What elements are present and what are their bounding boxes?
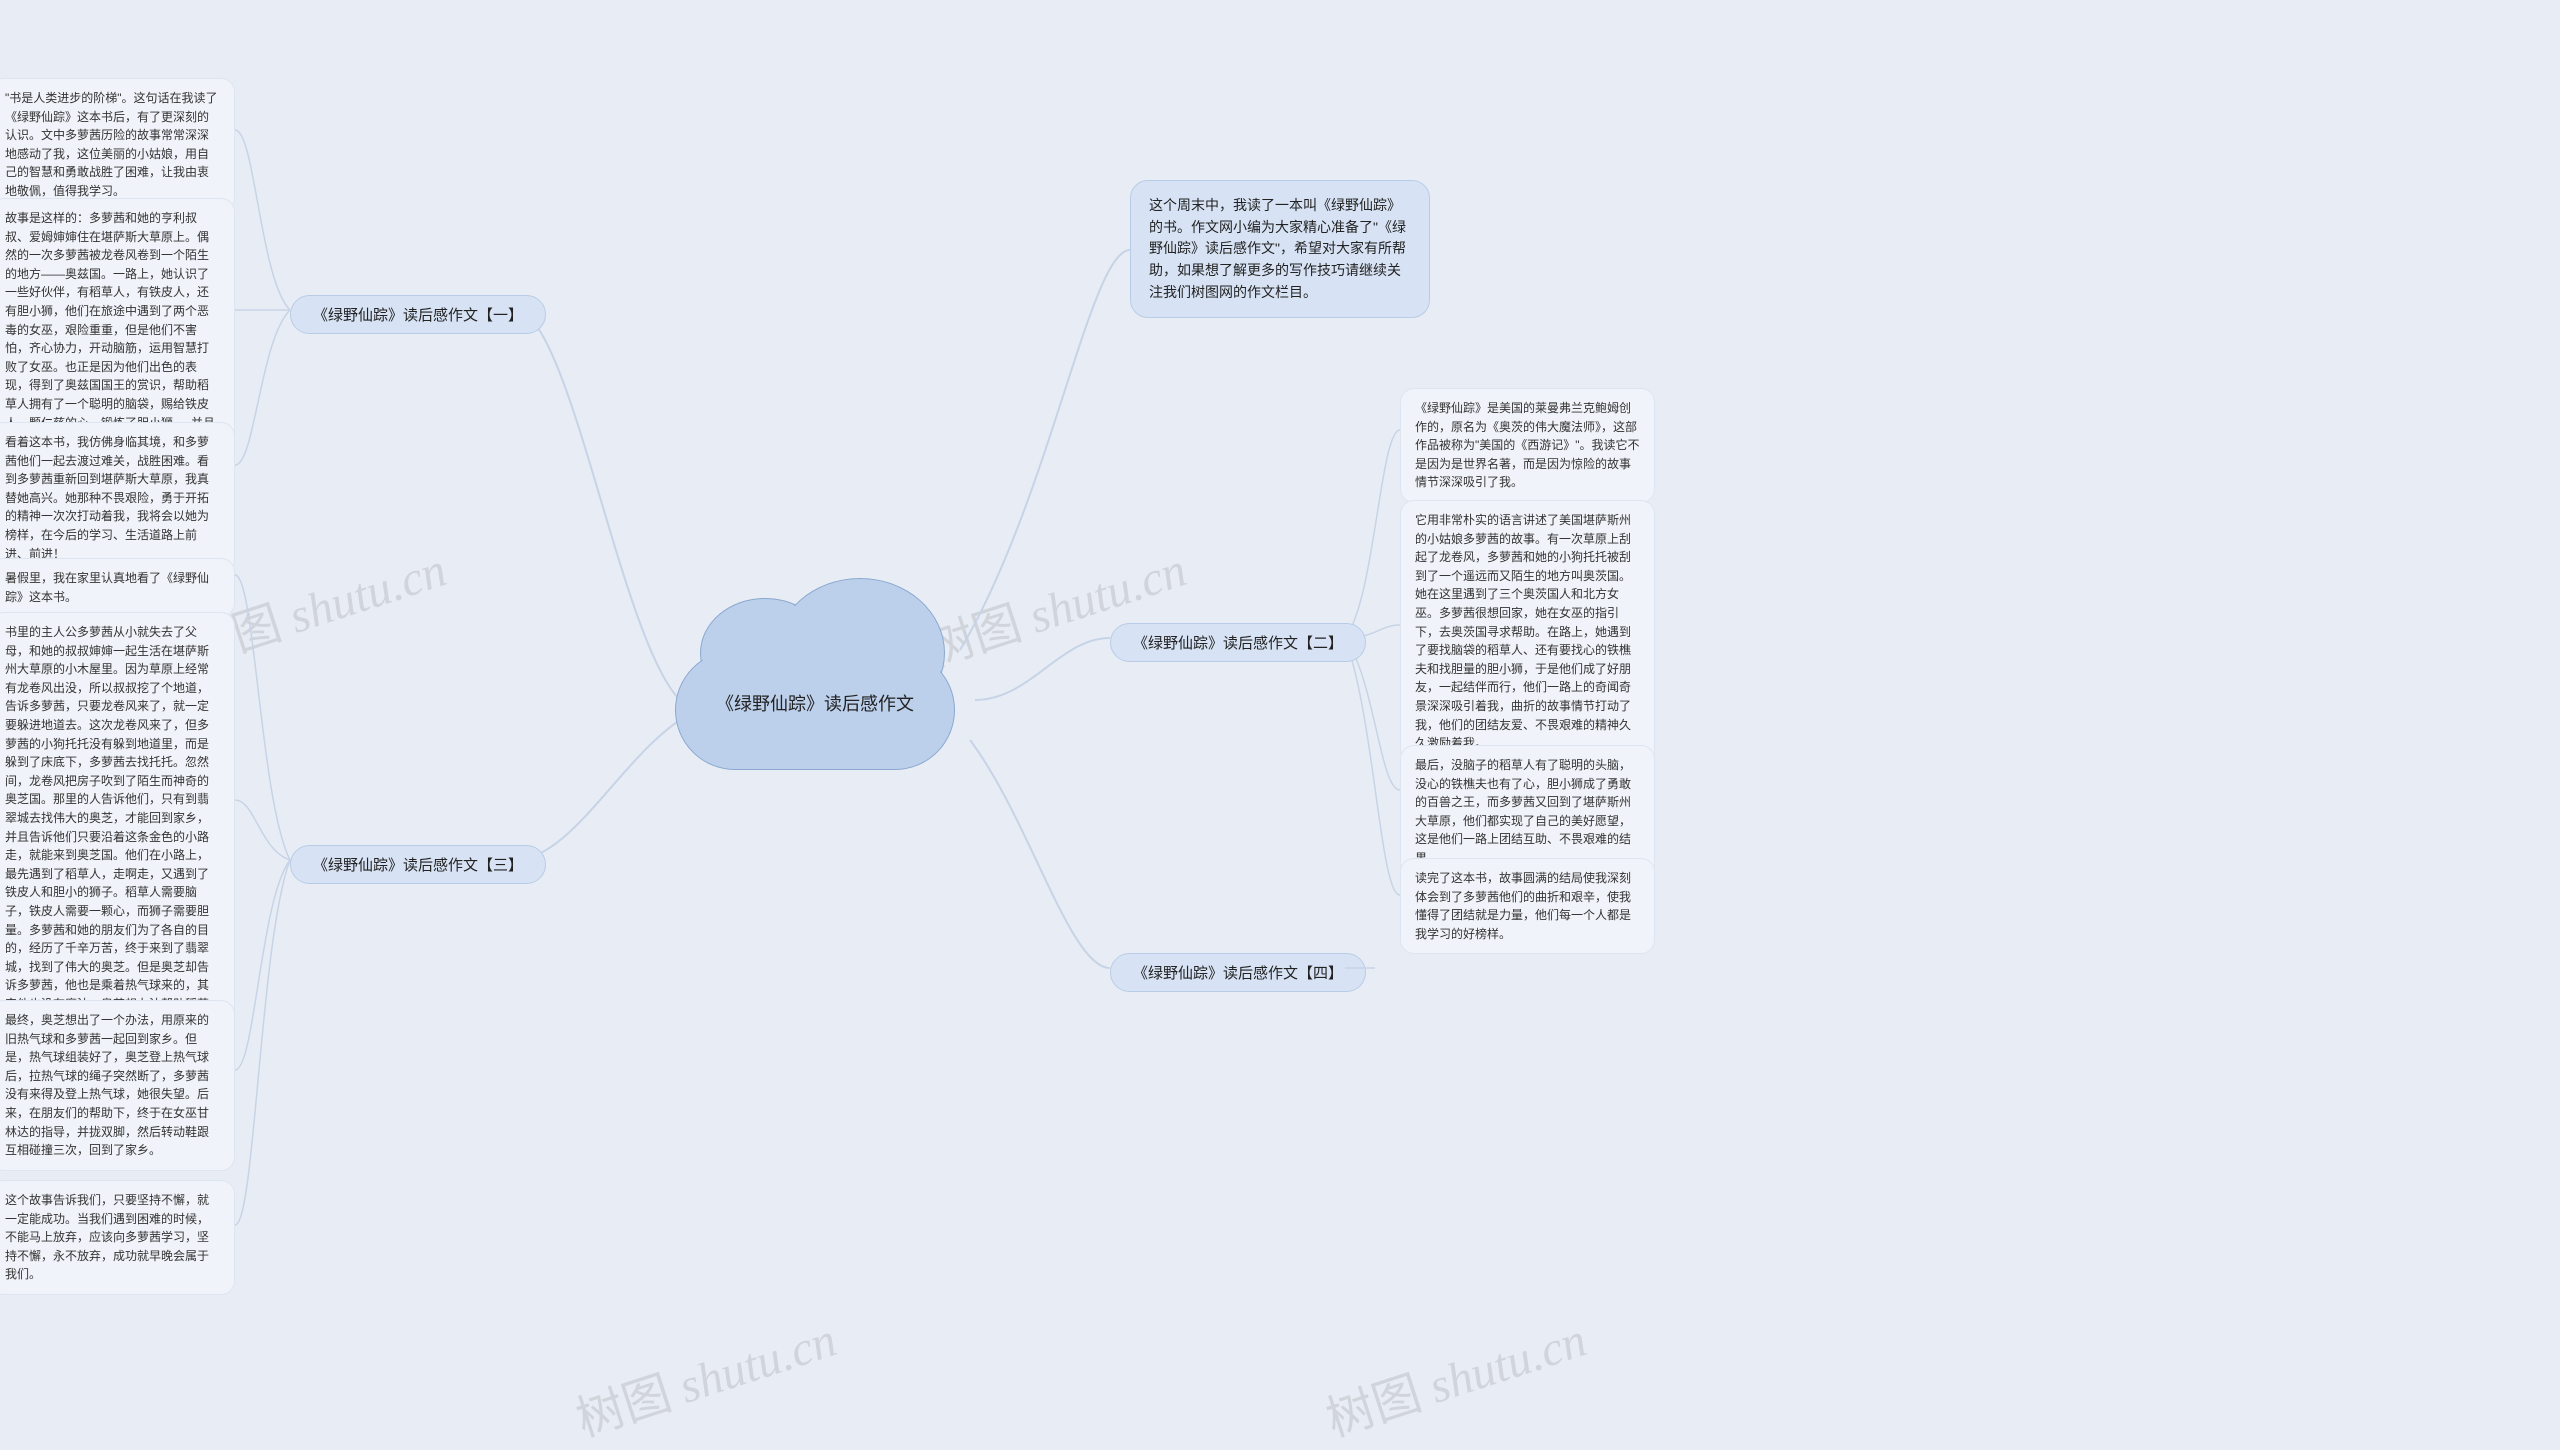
watermark: 树图 shutu.cn: [1316, 1300, 1594, 1450]
root-title: 《绿野仙踪》读后感作文: [645, 690, 985, 716]
branch-title: 《绿野仙踪》读后感作文【三】: [313, 857, 523, 874]
leaf-text: 这个故事告诉我们，只要坚持不懈，就一定能成功。当我们遇到困难的时候，不能马上放弃…: [5, 1193, 209, 1281]
leaf-text: 看着这本书，我仿佛身临其境，和多萝茜他们一起去渡过难关，战胜困难。看到多萝茜重新…: [5, 435, 209, 561]
leaf-text: 书里的主人公多萝茜从小就失去了父母，和她的叔叔婶婶一起生活在堪萨斯州大草原的小木…: [5, 625, 209, 1048]
leaf-node[interactable]: 这个故事告诉我们，只要坚持不懈，就一定能成功。当我们遇到困难的时候，不能马上放弃…: [0, 1180, 235, 1295]
branch-node-4[interactable]: 《绿野仙踪》读后感作文【四】: [1110, 953, 1366, 992]
leaf-text: 最终，奥芝想出了一个办法，用原来的旧热气球和多萝茜一起回到家乡。但是，热气球组装…: [5, 1013, 209, 1157]
leaf-node[interactable]: 最终，奥芝想出了一个办法，用原来的旧热气球和多萝茜一起回到家乡。但是，热气球组装…: [0, 1000, 235, 1171]
root-node[interactable]: 《绿野仙踪》读后感作文: [645, 590, 985, 790]
intro-text: 这个周末中，我读了一本叫《绿野仙踪》的书。作文网小编为大家精心准备了"《绿野仙踪…: [1149, 197, 1406, 300]
leaf-node[interactable]: 《绿野仙踪》是美国的莱曼弗兰克鲍姆创作的，原名为《奥茨的伟大魔法师》，这部作品被…: [1400, 388, 1655, 503]
leaf-text: 最后，没脑子的稻草人有了聪明的头脑，没心的铁樵夫也有了心，胆小狮成了勇敢的百兽之…: [1415, 758, 1631, 865]
branch-title: 《绿野仙踪》读后感作文【二】: [1133, 635, 1343, 652]
leaf-text: 读完了这本书，故事圆满的结局使我深刻体会到了多萝茜他们的曲折和艰辛，使我懂得了团…: [1415, 871, 1631, 941]
leaf-node[interactable]: 看着这本书，我仿佛身临其境，和多萝茜他们一起去渡过难关，战胜困难。看到多萝茜重新…: [0, 422, 235, 574]
branch-title: 《绿野仙踪》读后感作文【四】: [1133, 965, 1343, 982]
leaf-text: 它用非常朴实的语言讲述了美国堪萨斯州的小姑娘多萝茜的故事。有一次草原上刮起了龙卷…: [1415, 513, 1631, 750]
leaf-node[interactable]: 它用非常朴实的语言讲述了美国堪萨斯州的小姑娘多萝茜的故事。有一次草原上刮起了龙卷…: [1400, 500, 1655, 764]
leaf-text: "书是人类进步的阶梯"。这句话在我读了《绿野仙踪》这本书后，有了更深刻的认识。文…: [5, 91, 218, 198]
branch-node-3[interactable]: 《绿野仙踪》读后感作文【三】: [290, 845, 546, 884]
leaf-text: 暑假里，我在家里认真地看了《绿野仙踪》这本书。: [5, 571, 209, 604]
intro-node[interactable]: 这个周末中，我读了一本叫《绿野仙踪》的书。作文网小编为大家精心准备了"《绿野仙踪…: [1130, 180, 1430, 318]
branch-node-2[interactable]: 《绿野仙踪》读后感作文【二】: [1110, 623, 1366, 662]
leaf-node[interactable]: 读完了这本书，故事圆满的结局使我深刻体会到了多萝茜他们的曲折和艰辛，使我懂得了团…: [1400, 858, 1655, 954]
branch-title: 《绿野仙踪》读后感作文【一】: [313, 307, 523, 324]
leaf-node[interactable]: 暑假里，我在家里认真地看了《绿野仙踪》这本书。: [0, 558, 235, 617]
leaf-node[interactable]: 书里的主人公多萝茜从小就失去了父母，和她的叔叔婶婶一起生活在堪萨斯州大草原的小木…: [0, 612, 235, 1062]
leaf-node[interactable]: "书是人类进步的阶梯"。这句话在我读了《绿野仙踪》这本书后，有了更深刻的认识。文…: [0, 78, 235, 212]
watermark: 树图 shutu.cn: [566, 1300, 844, 1450]
leaf-text: 故事是这样的：多萝茜和她的亨利叔叔、爱姆婶婶住在堪萨斯大草原上。偶然的一次多萝茜…: [5, 211, 215, 448]
branch-node-1[interactable]: 《绿野仙踪》读后感作文【一】: [290, 295, 546, 334]
leaf-text: 《绿野仙踪》是美国的莱曼弗兰克鲍姆创作的，原名为《奥茨的伟大魔法师》，这部作品被…: [1415, 401, 1640, 489]
